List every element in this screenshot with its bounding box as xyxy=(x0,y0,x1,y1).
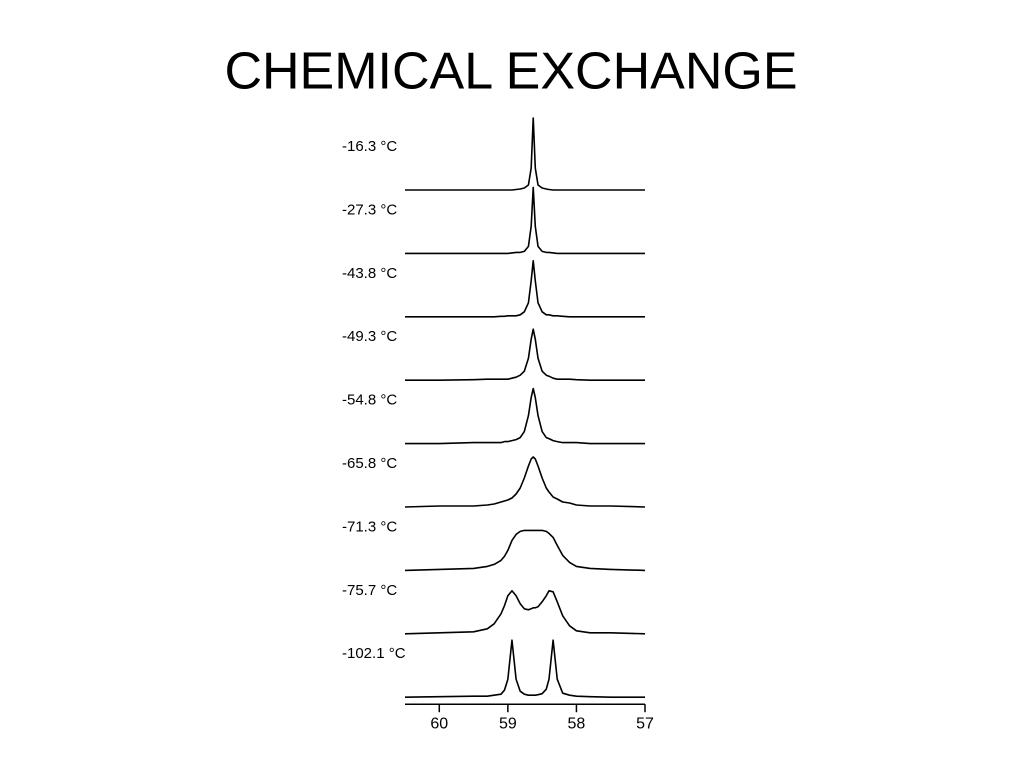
series-label: -27.3 °C xyxy=(342,201,397,218)
spectrum-line xyxy=(404,456,646,508)
x-tick-label: 58 xyxy=(568,715,586,732)
x-tick-label: 59 xyxy=(499,715,517,732)
series-label: -65.8 °C xyxy=(342,455,397,472)
spectrum-line xyxy=(404,639,645,698)
series-label: -102.1 °C xyxy=(342,645,406,662)
spectrum-line xyxy=(405,117,645,191)
series-label: -75.7 °C xyxy=(342,582,397,599)
x-tick-label: 60 xyxy=(430,715,448,732)
series-label: -43.8 °C xyxy=(342,265,397,282)
x-tick-label: 57 xyxy=(636,715,654,732)
series-label: -49.3 °C xyxy=(342,328,397,345)
spectrum-line xyxy=(405,260,645,318)
series-label: -16.3 °C xyxy=(342,138,397,155)
series-label: -54.8 °C xyxy=(342,392,397,409)
series-label: -71.3 °C xyxy=(342,518,397,535)
spectrum-line xyxy=(405,387,645,445)
spectrum-line xyxy=(405,328,645,381)
spectrum-line xyxy=(404,590,646,635)
spectrum-line xyxy=(405,186,645,255)
chart-title: CHEMICAL EXCHANGE xyxy=(224,43,797,101)
spectrum-line xyxy=(404,529,646,572)
